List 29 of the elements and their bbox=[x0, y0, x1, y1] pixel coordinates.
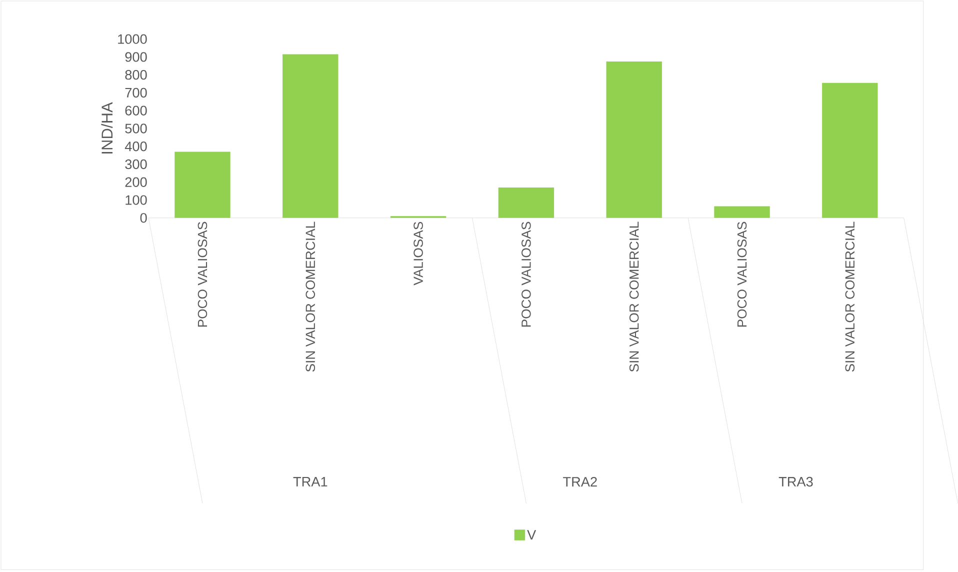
y-tick-label: 400 bbox=[124, 142, 147, 152]
legend-label: V bbox=[527, 530, 536, 540]
y-tick-label: 300 bbox=[125, 160, 147, 170]
bar bbox=[174, 152, 230, 218]
bar bbox=[822, 83, 878, 218]
x-tick-label: POCO VALIOSAS bbox=[737, 222, 747, 327]
text: TRA1 bbox=[293, 477, 328, 487]
x-tick-label: SIN VALOR COMERCIAL bbox=[629, 222, 639, 372]
x-tick-label: SIN VALOR COMERCIAL bbox=[845, 222, 855, 372]
x-tick-label: POCO VALIOSAS bbox=[522, 222, 531, 327]
y-tick-label: 500 bbox=[125, 124, 147, 134]
y-tick-label: 100 bbox=[126, 195, 147, 206]
y-tick-label: 600 bbox=[125, 106, 147, 116]
y-tick-label: 1000 bbox=[118, 34, 147, 44]
y-tick-label: 900 bbox=[125, 52, 147, 62]
y-tick-label: 200 bbox=[125, 177, 147, 188]
text: TRA3 bbox=[778, 477, 813, 487]
bar bbox=[714, 206, 770, 218]
y-tick-label: 700 bbox=[125, 88, 147, 98]
x-tick-label: POCO VALIOSAS bbox=[198, 222, 208, 327]
x-tick-label: VALIOSAS bbox=[414, 222, 423, 286]
x-tick-label: SIN VALOR COMERCIAL bbox=[306, 222, 316, 372]
y-axis-title: IND/HA bbox=[101, 102, 113, 154]
y-tick-label: 0 bbox=[140, 213, 147, 223]
y-tick-label: 800 bbox=[125, 70, 147, 80]
bar bbox=[498, 188, 554, 218]
bar bbox=[282, 54, 338, 218]
bar bbox=[606, 62, 662, 218]
text: TRA2 bbox=[563, 477, 597, 487]
